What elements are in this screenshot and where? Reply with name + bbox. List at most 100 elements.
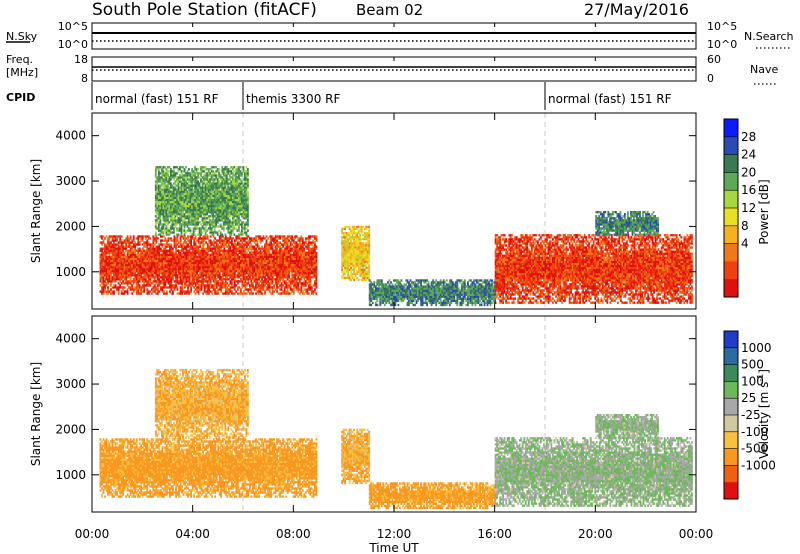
echo-cell (292, 288, 295, 291)
echo-cell (196, 270, 199, 273)
echo-cell (197, 174, 200, 177)
echo-cell (217, 272, 220, 275)
echo-cell (128, 272, 131, 275)
echo-cell (206, 200, 209, 204)
echo-cell (310, 288, 313, 291)
echo-cell (217, 280, 220, 283)
echo-cell (298, 237, 301, 240)
echo-cell (101, 257, 103, 261)
echo-cell (259, 251, 262, 254)
echo-cell (221, 186, 224, 189)
echo-cell (195, 215, 198, 218)
echo-cell (188, 261, 191, 265)
echo-cell (138, 235, 141, 238)
echo-cell (183, 221, 186, 224)
echo-cell (255, 237, 257, 240)
echo-cell (259, 288, 262, 291)
echo-cell (228, 174, 231, 177)
echo-cell (221, 209, 224, 212)
echo-cell (99, 253, 102, 256)
echo-cell (277, 241, 280, 244)
echo-cell (111, 237, 114, 240)
echo-cell (149, 263, 152, 267)
echo-cell (265, 265, 268, 269)
echo-cell (146, 243, 149, 246)
echo-cell (179, 219, 181, 222)
echo-cell (214, 288, 217, 291)
echo-cell (102, 251, 105, 254)
echo-cell (101, 263, 103, 267)
echo-cell (244, 284, 247, 287)
echo-cell (134, 243, 137, 246)
echo-cell (206, 267, 209, 271)
echo-cell (171, 223, 174, 226)
echo-cell (212, 202, 215, 206)
echo-cell (204, 229, 207, 232)
echo-cell (99, 259, 102, 263)
echo-cell (247, 241, 250, 244)
echo-cell (283, 241, 286, 244)
echo-cell (153, 255, 156, 259)
echo-cell (231, 166, 234, 169)
echo-cell (161, 190, 163, 193)
echo-cell (164, 286, 167, 289)
echo-cell (173, 196, 175, 200)
echo-cell (173, 284, 176, 287)
echo-cell (154, 190, 157, 193)
echo-cell (197, 257, 200, 261)
echo-cell (110, 243, 112, 246)
echo-cell (143, 280, 146, 283)
echo-cell (224, 221, 227, 224)
echo-cell (161, 166, 163, 169)
echo-cell (186, 225, 189, 228)
echo-cell (190, 267, 193, 271)
echo-cell (243, 278, 245, 281)
echo-cell (116, 278, 119, 281)
echo-cell (203, 206, 206, 210)
echo-cell (176, 265, 179, 269)
echo-cell (230, 245, 233, 248)
echo-cell (247, 270, 250, 273)
echo-cell (174, 176, 177, 179)
echo-cell (252, 270, 254, 273)
echo-cell (309, 286, 312, 289)
echo-cell (208, 249, 211, 252)
echo-cell (166, 257, 168, 261)
echo-cell (225, 174, 228, 177)
echo-cell (203, 190, 206, 193)
echo-cell (128, 270, 131, 273)
echo-cell (221, 265, 224, 269)
echo-cell (108, 278, 111, 281)
echo-cell (169, 237, 171, 240)
echo-cell (292, 290, 295, 293)
echo-cell (238, 235, 241, 238)
echo-cell (282, 259, 285, 263)
echo-cell (191, 184, 194, 187)
echo-cell (310, 272, 313, 275)
echo-cell (221, 176, 224, 179)
echo-cell (241, 251, 244, 254)
echo-cell (182, 213, 184, 216)
echo-cell (210, 211, 213, 214)
echo-cell (221, 206, 224, 210)
echo-cell (298, 247, 301, 250)
echo-cell (179, 257, 182, 261)
echo-cell (185, 241, 188, 244)
echo-cell (238, 259, 241, 263)
echo-cell (214, 241, 217, 244)
echo-cell (122, 243, 125, 246)
echo-cell (209, 229, 212, 232)
echo-cell (171, 200, 174, 204)
echo-cell (138, 270, 141, 273)
echo-cell (220, 288, 223, 291)
echo-cell (217, 253, 220, 256)
echo-cell (183, 196, 186, 200)
echo-cell (162, 233, 165, 236)
echo-cell (144, 261, 147, 265)
echo-cell (291, 261, 294, 265)
echo-cell (128, 239, 131, 242)
echo-cell (215, 190, 218, 193)
echo-cell (247, 280, 250, 283)
echo-cell (194, 204, 197, 208)
echo-cell (132, 239, 135, 242)
